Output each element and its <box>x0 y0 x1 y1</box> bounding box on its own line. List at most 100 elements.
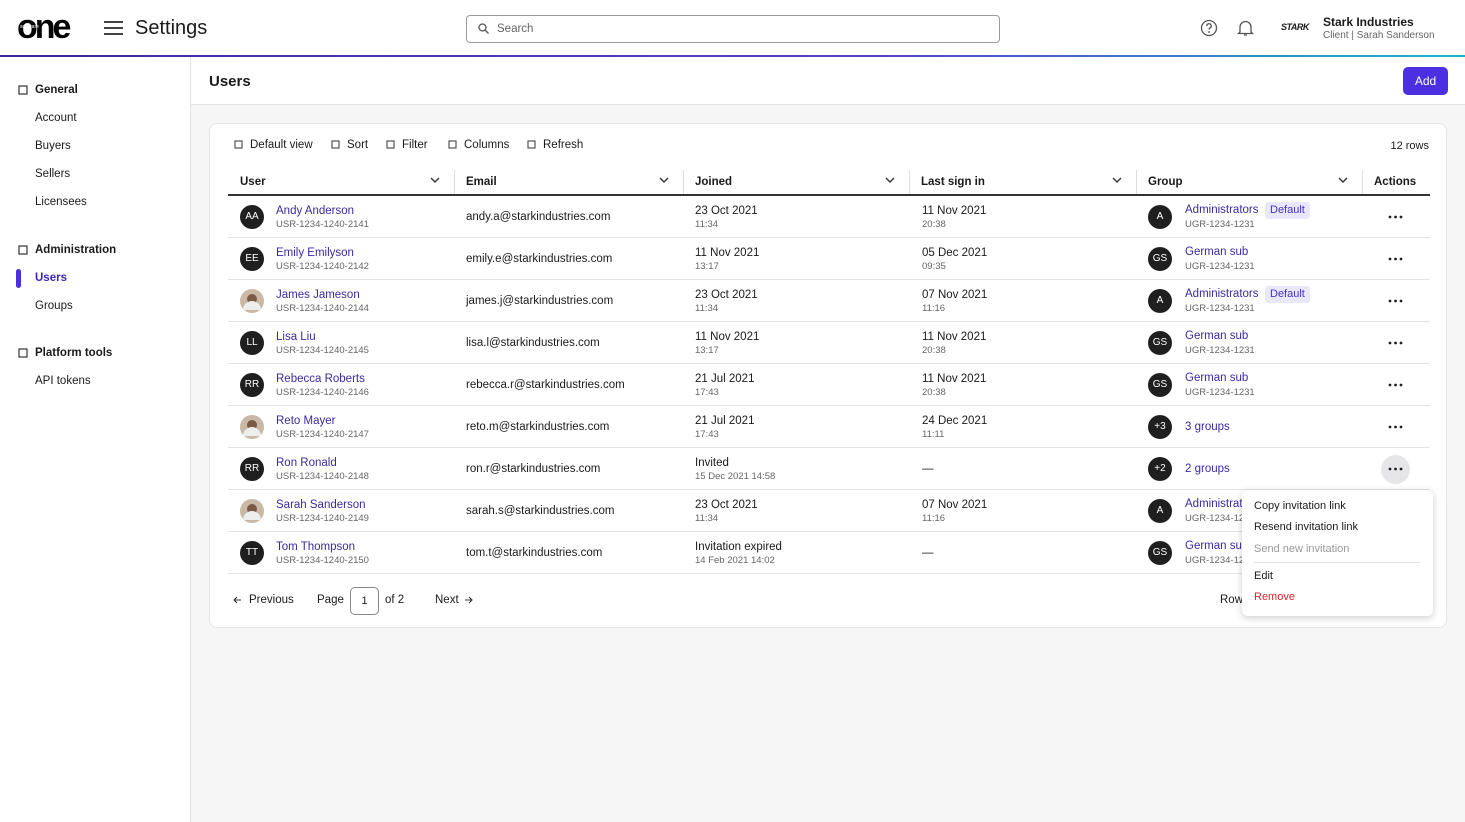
column-header[interactable]: User <box>240 176 266 188</box>
toolbar-icon <box>448 140 457 149</box>
joined-sub: 13:17 <box>695 261 719 272</box>
row-border <box>228 321 1430 322</box>
joined: 11 Nov 2021 <box>695 247 760 259</box>
group-name[interactable]: German sub <box>1185 540 1249 552</box>
actions-button[interactable] <box>1388 425 1403 429</box>
toolbar-icon <box>331 140 340 149</box>
previous[interactable]: Previous <box>249 594 294 606</box>
sort-chevron[interactable] <box>430 177 440 184</box>
user-name[interactable]: Sarah Sanderson <box>276 499 366 511</box>
add-button[interactable]: Add <box>1403 67 1448 95</box>
joined-sub: 11:34 <box>695 513 719 524</box>
active-indicator <box>16 268 21 288</box>
nav-item[interactable]: Buyers <box>35 140 71 152</box>
notifications-icon[interactable] <box>1237 19 1254 37</box>
user-name[interactable]: Andy Anderson <box>276 205 355 217</box>
row-border <box>228 447 1430 448</box>
column-header[interactable]: Group <box>1148 176 1183 188</box>
user-name[interactable]: Lisa Liu <box>276 331 316 343</box>
user-avatar: AA <box>240 205 264 229</box>
email: ron.r@starkindustries.com <box>466 463 601 475</box>
nav-item[interactable]: API tokens <box>35 375 91 387</box>
group-id: UGR-1234-1231 <box>1185 345 1255 356</box>
toolbar-button[interactable]: Filter <box>402 139 428 151</box>
menu-item[interactable]: Remove <box>1254 591 1295 603</box>
column-divider <box>683 170 684 194</box>
group-avatar: +2 <box>1148 457 1172 481</box>
group-name[interactable]: 2 groups <box>1185 463 1230 475</box>
user-avatar: RR <box>240 457 264 481</box>
group-name[interactable]: German sub <box>1185 330 1249 342</box>
nav-item[interactable]: Users <box>35 271 67 284</box>
sort-chevron[interactable] <box>1112 177 1122 184</box>
user-name[interactable]: Reto Mayer <box>276 415 336 427</box>
group-name[interactable]: Administrators <box>1185 288 1259 300</box>
toolbar-button[interactable]: Sort <box>347 139 369 151</box>
nav-item[interactable]: Groups <box>35 299 73 312</box>
column-header[interactable]: Actions <box>1374 176 1417 188</box>
last-sign-in-sub: 20:38 <box>922 387 946 398</box>
user-photo <box>240 289 264 313</box>
email: emily.e@starkindustries.com <box>466 253 613 265</box>
next[interactable]: Next <box>435 594 459 606</box>
joined: 21 Jul 2021 <box>695 373 755 385</box>
group-name[interactable]: Administrators <box>1185 498 1259 510</box>
user-photo <box>240 499 264 523</box>
user-id: USR-1234-1240-2149 <box>276 513 369 524</box>
group-name[interactable]: Administrators <box>1185 204 1259 216</box>
nav-item[interactable]: Account <box>35 112 77 124</box>
email: reto.m@starkindustries.com <box>466 421 610 433</box>
joined-sub: 17:43 <box>695 387 719 398</box>
joined-sub: 14 Feb 2021 14:02 <box>695 555 775 566</box>
prev-arrow[interactable] <box>233 596 242 604</box>
company-name: Stark Industries <box>1323 15 1414 29</box>
joined-sub: 15 Dec 2021 14:58 <box>695 471 776 482</box>
group-name[interactable]: German sub <box>1185 246 1249 258</box>
toolbar-button[interactable]: Default view <box>250 139 313 151</box>
column-header[interactable]: Joined <box>695 176 733 188</box>
actions-button[interactable] <box>1388 467 1403 471</box>
column-header[interactable]: Email <box>466 176 497 188</box>
actions-button[interactable] <box>1388 383 1403 387</box>
sort-chevron[interactable] <box>1338 177 1348 184</box>
row-count: 12 rows <box>1390 140 1429 152</box>
user-name[interactable]: Tom Thompson <box>276 541 356 553</box>
group-name[interactable]: 3 groups <box>1185 421 1230 433</box>
group-avatar: GS <box>1148 373 1172 397</box>
group-badge: Default <box>1265 286 1310 303</box>
table-card <box>209 123 1447 628</box>
user-name[interactable]: Emily Emilyson <box>276 247 354 259</box>
group-avatar: GS <box>1148 541 1172 565</box>
menu-item[interactable]: Copy invitation link <box>1254 500 1346 512</box>
actions-button[interactable] <box>1388 341 1403 345</box>
user-name[interactable]: James Jameson <box>276 289 360 301</box>
menu-icon[interactable] <box>104 20 123 36</box>
actions-button[interactable] <box>1388 215 1403 219</box>
search-box[interactable] <box>466 15 1000 43</box>
group-name[interactable]: German sub <box>1185 372 1249 384</box>
group-id: UGR-1234-1231 <box>1185 513 1255 524</box>
email: tom.t@starkindustries.com <box>466 547 603 559</box>
next-arrow[interactable] <box>464 596 473 604</box>
toolbar-button[interactable]: Refresh <box>543 139 584 151</box>
context-menu <box>1242 490 1433 616</box>
page-input[interactable]: 1 <box>350 587 379 615</box>
user-name[interactable]: Rebecca Roberts <box>276 373 365 385</box>
email: rebecca.r@starkindustries.com <box>466 379 625 391</box>
joined-sub: 11:34 <box>695 303 719 314</box>
help-icon[interactable] <box>1200 19 1218 37</box>
group-avatar: A <box>1148 205 1172 229</box>
toolbar-button[interactable]: Columns <box>464 139 510 151</box>
nav-item[interactable]: Sellers <box>35 168 71 180</box>
actions-button[interactable] <box>1388 299 1403 303</box>
menu-item[interactable]: Resend invitation link <box>1254 521 1358 533</box>
user-name[interactable]: Ron Ronald <box>276 457 337 469</box>
menu-item[interactable]: Edit <box>1254 570 1273 582</box>
sort-chevron[interactable] <box>885 177 895 184</box>
last-sign-in: — <box>922 463 934 475</box>
column-header[interactable]: Last sign in <box>921 176 985 188</box>
sort-chevron[interactable] <box>659 177 669 184</box>
nav-item[interactable]: Licensees <box>35 196 87 208</box>
actions-button[interactable] <box>1388 257 1403 261</box>
